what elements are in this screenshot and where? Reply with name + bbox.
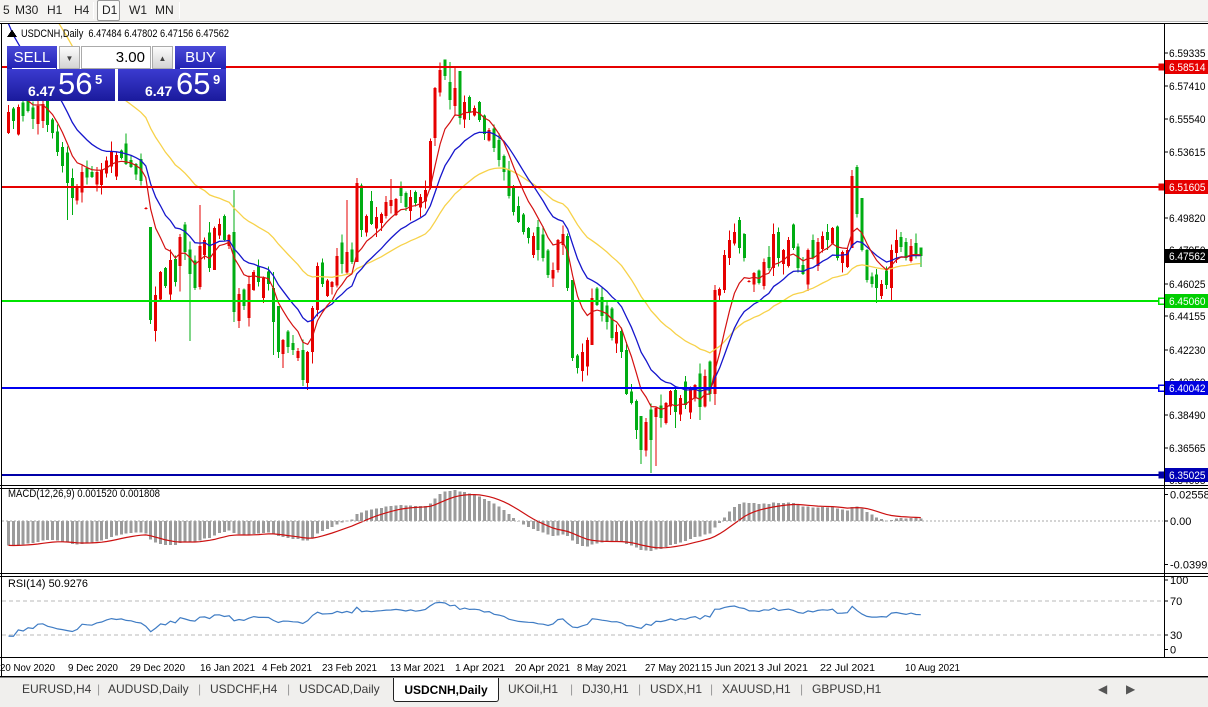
svg-text:13 Mar 2021: 13 Mar 2021: [390, 663, 445, 674]
svg-text:0.00: 0.00: [1170, 516, 1191, 528]
svg-text:4 Feb 2021: 4 Feb 2021: [262, 663, 312, 674]
svg-text:RSI(14) 50.9276: RSI(14) 50.9276: [8, 578, 88, 590]
svg-text:20 Nov 2020: 20 Nov 2020: [0, 663, 55, 674]
svg-text:8 May 2021: 8 May 2021: [577, 663, 627, 674]
svg-text:15 Jun 2021: 15 Jun 2021: [701, 663, 756, 674]
svg-text:22 Jul 2021: 22 Jul 2021: [820, 663, 875, 674]
svg-text:6.57410: 6.57410: [1169, 81, 1206, 93]
svg-text:6.38490: 6.38490: [1169, 410, 1206, 422]
svg-text:16 Jan 2021: 16 Jan 2021: [200, 663, 255, 674]
svg-text:6.42230: 6.42230: [1169, 345, 1206, 357]
svg-text:10 Aug 2021: 10 Aug 2021: [905, 663, 960, 674]
svg-text:23 Feb 2021: 23 Feb 2021: [322, 663, 377, 674]
svg-text:6.51605: 6.51605: [1169, 182, 1206, 194]
svg-text:30: 30: [1170, 630, 1182, 642]
svg-text:6.35025: 6.35025: [1169, 470, 1206, 482]
svg-text:9 Dec 2020: 9 Dec 2020: [68, 663, 118, 674]
svg-text:6.45060: 6.45060: [1169, 296, 1206, 308]
svg-text:0.025587: 0.025587: [1170, 490, 1208, 502]
svg-text:6.40042: 6.40042: [1169, 383, 1206, 395]
svg-text:27 May 2021: 27 May 2021: [645, 663, 700, 674]
svg-text:USDCNH,Daily 6.47484 6.47802: USDCNH,Daily 6.47484 6.47802 6.47156 6.4…: [21, 28, 229, 40]
svg-text:6.59335: 6.59335: [1169, 48, 1206, 60]
svg-text:70: 70: [1170, 596, 1182, 608]
svg-text:29 Dec 2020: 29 Dec 2020: [130, 663, 185, 674]
svg-text:6.44155: 6.44155: [1169, 311, 1206, 323]
svg-text:0: 0: [1170, 645, 1176, 657]
svg-text:6.49820: 6.49820: [1169, 213, 1206, 225]
svg-text:6.36565: 6.36565: [1169, 443, 1206, 455]
svg-text:100: 100: [1170, 575, 1188, 587]
svg-text:MACD(12,26,9) 0.001520 0.00180: MACD(12,26,9) 0.001520 0.001808: [8, 488, 160, 500]
svg-text:6.53615: 6.53615: [1169, 147, 1206, 159]
svg-text:3 Jul 2021: 3 Jul 2021: [758, 663, 808, 674]
svg-text:6.55540: 6.55540: [1169, 114, 1206, 126]
svg-text:6.46025: 6.46025: [1169, 279, 1206, 291]
svg-text:20 Apr 2021: 20 Apr 2021: [515, 663, 570, 674]
svg-text:1 Apr 2021: 1 Apr 2021: [455, 663, 505, 674]
svg-text:-0.039928: -0.039928: [1170, 560, 1208, 572]
svg-text:6.47562: 6.47562: [1169, 251, 1206, 263]
svg-text:6.58514: 6.58514: [1169, 62, 1206, 74]
